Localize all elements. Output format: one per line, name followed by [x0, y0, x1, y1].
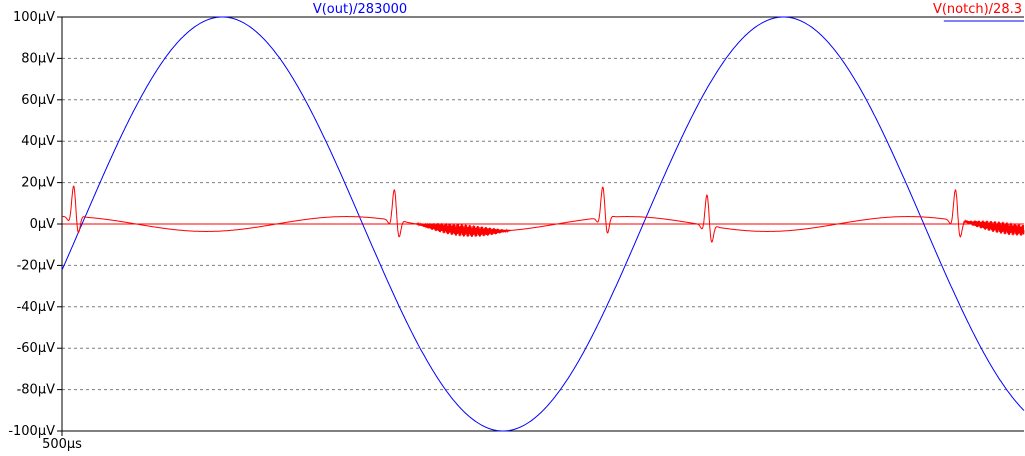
y-tick-label: 0µV — [30, 217, 56, 232]
y-tick-label: 20µV — [21, 176, 55, 191]
series-line-vnotch[interactable] — [62, 185, 1025, 243]
series-traces[interactable] — [61, 16, 1025, 432]
trace-labels[interactable]: V(out)/283000 V(notch)/28.3 — [313, 2, 1022, 17]
y-tick-label: 100µV — [13, 10, 55, 25]
y-tick-labels: 100µV 80µV 60µV 40µV 20µV 0µV -20µV -40µV -60µV -… — [8, 10, 55, 439]
y-tick-label: 40µV — [21, 134, 55, 149]
y-tick-label: 60µV — [21, 93, 55, 108]
series-line-vout[interactable] — [61, 16, 1025, 432]
y-tick-label: -20µV — [17, 258, 56, 273]
y-tick-label: 80µV — [21, 51, 55, 66]
y-tick-label: -80µV — [17, 383, 56, 398]
trace-label-vout[interactable]: V(out)/283000 — [313, 2, 407, 17]
trace-label-vnotch[interactable]: V(notch)/28.3 — [933, 2, 1022, 17]
y-tick-label: -40µV — [17, 300, 56, 315]
y-tick-label: -100µV — [8, 424, 55, 439]
y-tick-label: -60µV — [17, 341, 56, 356]
x-tick-label: 500µs — [42, 437, 82, 452]
x-tick-labels: 500µs — [42, 437, 82, 452]
